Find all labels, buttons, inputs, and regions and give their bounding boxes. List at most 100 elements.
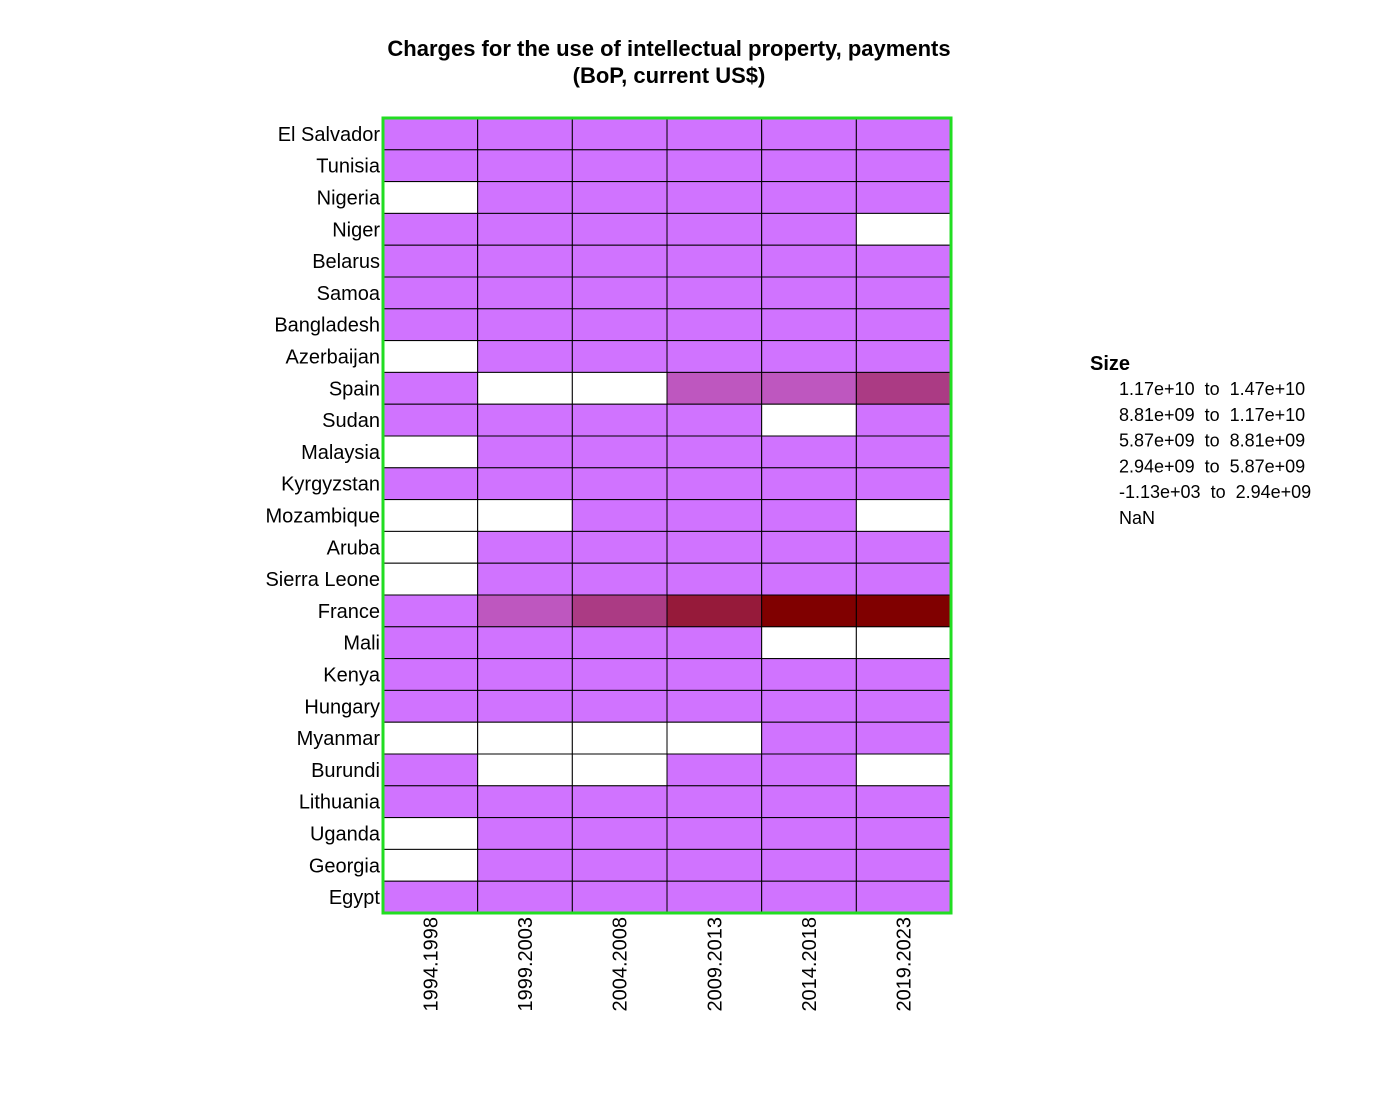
- heatmap-cell: [382, 721, 479, 755]
- heatmap-cell: [666, 785, 763, 819]
- heatmap-cell: [666, 467, 763, 501]
- heatmap-cell: [382, 848, 479, 882]
- heatmap-cell: [571, 276, 668, 310]
- heatmap-cell: [571, 117, 668, 151]
- heatmap-cell: [571, 721, 668, 755]
- heatmap-cell: [571, 308, 668, 342]
- heatmap-cell: [761, 658, 857, 691]
- heatmap-cell: [477, 753, 573, 787]
- heatmap-cell: [761, 753, 857, 787]
- column-label: 2004.2008: [610, 917, 632, 1012]
- heatmap-cell: [382, 117, 479, 151]
- heatmap-cell: [666, 308, 763, 342]
- row-label: Niger: [332, 219, 380, 241]
- heatmap-cell: [477, 212, 573, 246]
- heatmap-cell: [855, 371, 952, 405]
- heatmap-cell: [477, 499, 573, 532]
- heatmap-cell: [855, 817, 952, 850]
- heatmap-cell: [477, 117, 573, 151]
- heatmap-cell: [855, 658, 952, 691]
- heatmap-cells: [382, 117, 952, 914]
- heatmap-cell: [761, 117, 857, 151]
- heatmap-cell: [571, 244, 668, 278]
- column-labels: 1994.1998 1999.2003 2004.2008 2009.2013 2014…: [420, 917, 915, 1012]
- heatmap-cell: [382, 340, 479, 373]
- heatmap-cell: [571, 689, 668, 723]
- heatmap-cell: [477, 308, 573, 342]
- plot-frame: [381, 116, 953, 915]
- heatmap-cell: [477, 340, 573, 373]
- heatmap-cell: [761, 244, 857, 278]
- heatmap-cell: [382, 435, 479, 469]
- heatmap-cell: [666, 880, 763, 914]
- heatmap-cell: [761, 848, 857, 882]
- column-label: 2009.2013: [704, 917, 726, 1012]
- legend: Size 1.17e+10 to 1.47e+10 8.81e+09 to 1.17…: [1090, 353, 1311, 528]
- heatmap-cell: [382, 785, 479, 819]
- heatmap-cell: [477, 276, 573, 310]
- heatmap-cell: [477, 880, 573, 914]
- heatmap-cell: [382, 181, 479, 214]
- heatmap-cell: [761, 817, 857, 850]
- heatmap-cell: [666, 848, 763, 882]
- heatmap-cell: [571, 403, 668, 437]
- heatmap-cell: [855, 499, 952, 532]
- row-label: Mozambique: [265, 506, 380, 528]
- heatmap-cell: [761, 403, 857, 437]
- heatmap-cell: [855, 212, 952, 246]
- heatmap-cell: [666, 721, 763, 755]
- heatmap-cell: [571, 658, 668, 691]
- column-label: 2014.2018: [799, 917, 821, 1012]
- heatmap-cell: [761, 530, 857, 564]
- legend-title: Size: [1090, 353, 1130, 375]
- heatmap-cell: [382, 817, 479, 850]
- column-label: 2019.2023: [894, 917, 916, 1012]
- heatmap-cell: [382, 658, 479, 691]
- row-label: Myanmar: [297, 728, 381, 750]
- heatmap-cell: [855, 530, 952, 564]
- heatmap-cell: [855, 340, 952, 373]
- row-label: Azerbaijan: [285, 347, 380, 369]
- heatmap-cell: [382, 308, 479, 342]
- row-label: Tunisia: [316, 156, 381, 178]
- heatmap-cell: [761, 785, 857, 819]
- row-label: Georgia: [309, 855, 381, 877]
- row-label: Sudan: [322, 410, 380, 432]
- heatmap-cell: [477, 848, 573, 882]
- heatmap-cell: [477, 371, 573, 405]
- heatmap-cell: [666, 181, 763, 214]
- heatmap-cell: [855, 244, 952, 278]
- heatmap-cell: [571, 149, 668, 183]
- heatmap-cell: [855, 848, 952, 882]
- heatmap-cell: [761, 371, 857, 405]
- heatmap-cell: [855, 181, 952, 214]
- heatmap-cell: [761, 435, 857, 469]
- legend-entry: 8.81e+09 to 1.17e+10: [1119, 405, 1305, 425]
- chart-title-line: Charges for the use of intellectual prop…: [387, 36, 950, 61]
- heatmap-cell: [666, 117, 763, 151]
- heatmap-cell: [855, 626, 952, 660]
- heatmap-cell: [855, 785, 952, 819]
- heatmap-cell: [382, 530, 479, 564]
- legend-entry: -1.13e+03 to 2.94e+09: [1119, 482, 1311, 502]
- row-label: Nigeria: [317, 188, 381, 210]
- legend-entry: 1.17e+10 to 1.47e+10: [1119, 379, 1305, 399]
- heatmap-cell: [382, 880, 479, 914]
- heatmap-cell: [666, 753, 763, 787]
- heatmap-cell: [382, 753, 479, 787]
- row-label: Lithuania: [299, 792, 381, 814]
- legend-entry: NaN: [1119, 508, 1155, 528]
- heatmap-cell: [571, 785, 668, 819]
- heatmap-cell: [761, 562, 857, 596]
- heatmap-cell: [571, 562, 668, 596]
- row-label: Uganda: [310, 824, 381, 846]
- chart-title-line: (BoP, current US$): [573, 63, 766, 88]
- legend-entry: 2.94e+09 to 5.87e+09: [1119, 456, 1305, 476]
- heatmap-cell: [855, 149, 952, 183]
- heatmap-cell: [571, 340, 668, 373]
- heatmap-cell: [382, 626, 479, 660]
- row-label: Belarus: [312, 251, 380, 273]
- heatmap-cell: [382, 467, 479, 501]
- row-label: France: [318, 601, 380, 623]
- heatmap-cell: [382, 499, 479, 532]
